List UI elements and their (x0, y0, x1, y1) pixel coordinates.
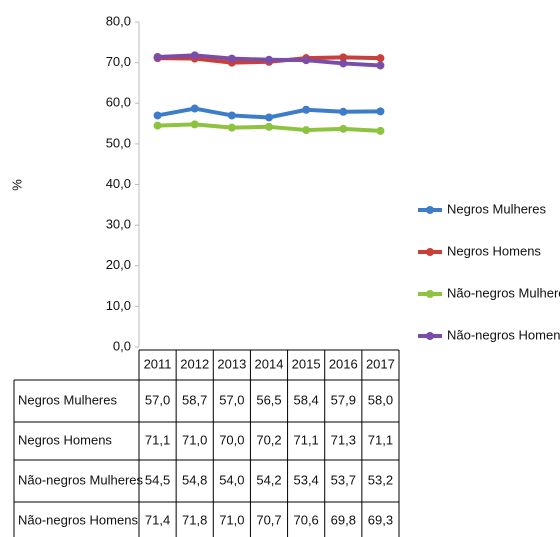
table-cell: 71,0 (182, 432, 207, 447)
table-cell: 71,8 (182, 512, 207, 527)
table-cell: 58,7 (182, 392, 207, 407)
legend-label: Negros Homens (447, 243, 541, 258)
table-cell: 69,3 (368, 512, 393, 527)
legend-label: Não-negros Homens (447, 327, 560, 342)
data-point (153, 111, 162, 120)
data-point (302, 56, 311, 65)
table-cell: 71,1 (368, 432, 393, 447)
legend-marker (426, 290, 434, 298)
table-cell: 71,1 (293, 432, 318, 447)
legend-label: Não-negros Mulheres (447, 285, 560, 300)
data-point (376, 54, 385, 63)
data-point (227, 123, 236, 132)
x-tick-label: 2011 (144, 356, 172, 371)
y-tick-label: 50,0 (106, 135, 131, 150)
table-cell: 71,1 (145, 432, 170, 447)
y-tick-label: 10,0 (106, 298, 131, 313)
x-tick-label: 2012 (180, 356, 209, 371)
table-cell: 70,7 (256, 512, 281, 527)
data-point (302, 105, 311, 114)
data-point (265, 122, 273, 131)
x-tick-label: 2016 (329, 356, 358, 371)
table-cell: 71,0 (219, 512, 244, 527)
table-cell: 57,0 (145, 392, 170, 407)
table-cell: 71,4 (145, 512, 170, 527)
y-tick-label: 80,0 (106, 13, 131, 28)
table-cell: 70,0 (219, 432, 244, 447)
table-cell: 58,4 (293, 392, 318, 407)
table-cell: 57,0 (219, 392, 244, 407)
x-tick-label: 2014 (255, 356, 284, 371)
data-point (339, 53, 348, 62)
table-cell: 54,2 (256, 472, 281, 487)
legend-marker (426, 206, 434, 214)
table-cell: 53,7 (331, 472, 356, 487)
y-tick-label: 20,0 (106, 257, 131, 272)
data-point (153, 52, 162, 61)
table-cell: 70,6 (293, 512, 318, 527)
table-cell: 54,5 (145, 472, 170, 487)
table-cell: 58,0 (368, 392, 393, 407)
data-point (227, 111, 236, 120)
data-point (265, 55, 273, 64)
table-cell: 53,4 (293, 472, 318, 487)
table-cell: 69,8 (331, 512, 356, 527)
table-cell: 56,5 (256, 392, 281, 407)
y-tick-label: 0,0 (113, 338, 131, 353)
data-point (302, 126, 311, 135)
table-cell: 54,0 (219, 472, 244, 487)
data-point (153, 121, 162, 130)
data-point (376, 126, 385, 135)
data-point (190, 104, 199, 113)
legend-marker (426, 248, 434, 256)
y-tick-label: 60,0 (106, 95, 131, 110)
data-point (190, 120, 199, 129)
data-point (339, 124, 348, 133)
y-tick-label: 30,0 (106, 217, 131, 232)
data-point (339, 59, 348, 68)
data-point (376, 61, 385, 70)
x-tick-label: 2017 (366, 356, 395, 371)
y-axis-label: % (9, 179, 24, 191)
table-cell: 70,2 (256, 432, 281, 447)
table-cell: 57,9 (331, 392, 356, 407)
table-cell: 71,3 (331, 432, 356, 447)
data-point (339, 107, 348, 116)
table-row-label: Não-negros Mulheres (18, 472, 144, 487)
data-point (265, 113, 273, 122)
data-point (227, 54, 236, 63)
table-row-label: Negros Mulheres (18, 392, 117, 407)
data-point (376, 107, 385, 116)
table-row-label: Não-negros Homens (18, 512, 138, 527)
table-row-label: Negros Homens (18, 432, 112, 447)
table-cell: 53,2 (368, 472, 393, 487)
x-tick-label: 2013 (217, 356, 246, 371)
legend-marker (426, 332, 434, 340)
legend-label: Negros Mulheres (447, 201, 546, 216)
x-tick-label: 2015 (292, 356, 321, 371)
y-tick-label: 70,0 (106, 54, 131, 69)
data-point (190, 51, 199, 60)
y-tick-label: 40,0 (106, 176, 131, 191)
table-cell: 54,8 (182, 472, 207, 487)
